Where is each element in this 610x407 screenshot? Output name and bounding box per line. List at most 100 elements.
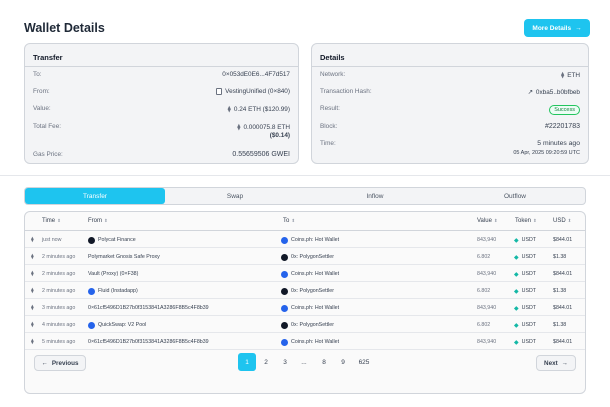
gas-label: Gas Price:	[33, 151, 63, 158]
col-time[interactable]: Time ⬍	[42, 218, 61, 224]
row-to[interactable]: 0x: PolygonSettler	[281, 287, 334, 295]
to-label: To:	[33, 71, 42, 78]
row-token[interactable]: ◆ USDT	[514, 305, 536, 312]
from-label: From:	[33, 88, 50, 95]
table-row[interactable]: ⧫ 2 minutes ago Fluid (Instadapp) 0x: Po…	[25, 283, 585, 299]
table-row[interactable]: ⧫ 2 minutes ago Polymarket Gnosis Safe P…	[25, 249, 585, 265]
page-3[interactable]: 3	[283, 358, 287, 366]
tab-inflow[interactable]: Inflow	[366, 192, 384, 200]
row-to[interactable]: Coins.ph: Hot Wallet	[281, 270, 339, 278]
fee-usd: ($0.14)	[269, 132, 290, 139]
table-row[interactable]: ⧫ 2 minutes ago Vault (Proxy) (0×F38) Co…	[25, 266, 585, 282]
page-8[interactable]: 8	[322, 358, 326, 366]
card-divider	[312, 66, 588, 67]
arrow-right-icon: →	[561, 359, 568, 367]
row-usd: $1.38	[553, 253, 567, 260]
coins-ph-icon	[281, 270, 288, 278]
row-from-label: QuickSwap: V2 Pool	[98, 322, 147, 328]
transfer-from-row: From: VestingUnified (0×840)	[33, 86, 290, 98]
result-label: Result:	[320, 105, 340, 112]
row-token-label: USDT	[521, 271, 537, 277]
row-time: just now	[42, 236, 62, 243]
row-to[interactable]: 0x: PolygonSettler	[281, 253, 334, 261]
value-wrap: ⧫ 0.24 ETH ($120.99)	[228, 105, 290, 114]
network-wrap: ⧫ ETH	[560, 71, 580, 80]
row-from[interactable]: 0×61cf5496D1B27b0f3153841A3286F8B5c4F8b3…	[88, 339, 209, 345]
previous-button[interactable]: ← Previous	[34, 355, 86, 371]
sort-icon: ⬍	[57, 218, 61, 223]
page-2[interactable]: 2	[264, 358, 268, 366]
eth-icon: ⧫	[31, 304, 34, 311]
to-value[interactable]: 0×053dE0E6...4F7d517	[222, 71, 290, 78]
from-value-link[interactable]: VestingUnified (0×840)	[216, 88, 290, 95]
row-to-label: Coins.ph: Hot Wallet	[291, 339, 340, 345]
transfer-value-row: Value: ⧫ 0.24 ETH ($120.99)	[33, 103, 290, 115]
row-from-label: Polycat Finance	[98, 237, 136, 243]
row-to[interactable]: Coins.ph: Hot Wallet	[281, 304, 339, 312]
tab-transfer[interactable]: Transfer	[25, 188, 165, 204]
eth-icon: ⧫	[560, 72, 565, 79]
table-row[interactable]: ⧫ 5 minutes ago 0×61cf5496D1B27b0f315384…	[25, 334, 585, 350]
row-from[interactable]: 0×61cf5496D1B27b0f3153841A3286F8B5c4F8b3…	[88, 305, 209, 311]
col-from[interactable]: From ⬍	[88, 218, 108, 224]
block-label: Block:	[320, 123, 338, 130]
page-9[interactable]: 9	[341, 358, 345, 366]
row-time: 5 minutes ago	[42, 338, 76, 345]
activity-tabs: Transfer Swap Inflow Outflow	[24, 187, 586, 205]
row-token[interactable]: ◆ USDT	[514, 322, 536, 329]
row-to[interactable]: 0x: PolygonSettler	[281, 321, 334, 329]
row-from[interactable]: Polymarket Gnosis Safe Proxy	[88, 254, 160, 260]
contract-icon	[216, 88, 223, 95]
eth-icon: ⧫	[31, 321, 34, 328]
row-from-label: Fluid (Instadapp)	[98, 288, 138, 294]
eth-icon: ⧫	[31, 338, 34, 345]
more-details-button[interactable]: More Details →	[524, 19, 590, 37]
row-to[interactable]: Coins.ph: Hot Wallet	[281, 338, 340, 346]
row-usd: $844.01	[553, 270, 573, 277]
row-from[interactable]: Vault (Proxy) (0×F38)	[88, 271, 138, 277]
next-button[interactable]: Next →	[536, 355, 576, 371]
eth-icon: ⧫	[31, 253, 34, 260]
row-from[interactable]: Polycat Finance	[88, 236, 136, 244]
row-token[interactable]: ◆ USDT	[514, 271, 536, 278]
col-to[interactable]: To ⬍	[283, 218, 295, 224]
col-token[interactable]: Token ⬍	[515, 218, 537, 224]
row-token[interactable]: ◆ USDT	[514, 237, 536, 244]
value-label: Value:	[33, 105, 51, 112]
hash-link[interactable]: ↗ 0xba5..b0bfbeb	[528, 88, 580, 97]
col-value[interactable]: Value ⬍	[477, 218, 498, 224]
row-to-label: 0x: PolygonSettler	[291, 254, 334, 260]
table-row[interactable]: ⧫ 4 minutes ago QuickSwap: V2 Pool 0x: P…	[25, 317, 585, 333]
table-row[interactable]: ⧫ 3 minutes ago 0×61cf5496D1B27b0f315384…	[25, 300, 585, 316]
row-token[interactable]: ◆ USDT	[514, 339, 536, 346]
row-token[interactable]: ◆ USDT	[514, 288, 536, 295]
arrow-left-icon: ←	[41, 359, 48, 367]
usdt-icon: ◆	[514, 322, 519, 329]
row-usd: $1.38	[553, 321, 567, 328]
col-usd[interactable]: USD ⬍	[553, 218, 571, 224]
row-token-label: USDT	[521, 288, 537, 294]
row-token[interactable]: ◆ USDT	[514, 254, 536, 261]
tab-outflow[interactable]: Outflow	[503, 192, 527, 200]
row-token-label: USDT	[521, 322, 537, 328]
time-label: Time:	[320, 140, 336, 147]
col-usd-label: USD	[553, 218, 566, 224]
row-value: 843,940	[477, 338, 497, 345]
row-time: 2 minutes ago	[42, 270, 76, 277]
page-625[interactable]: 625	[358, 358, 370, 366]
arrow-right-icon: →	[575, 24, 582, 32]
row-to[interactable]: Coins.ph: Hot Wallet	[281, 236, 339, 244]
row-from[interactable]: Fluid (Instadapp)	[88, 287, 138, 295]
sort-icon: ⬍	[493, 218, 498, 223]
quickswap-icon	[88, 321, 95, 329]
table-row[interactable]: ⧫ just now Polycat Finance Coins.ph: Hot…	[25, 232, 585, 248]
transfers-table: Time ⬍ From ⬍ To ⬍ Value ⬍ Token ⬍ USD ⬍ ⧫ jus…	[24, 211, 586, 394]
row-from[interactable]: QuickSwap: V2 Pool	[88, 321, 147, 329]
page-ellipsis: ...	[301, 358, 307, 366]
page-header: Wallet Details More Details →	[24, 18, 590, 40]
block-value[interactable]: #22201783	[544, 123, 580, 130]
row-to-label: 0x: PolygonSettler	[291, 322, 334, 328]
eth-icon: ⧫	[237, 124, 241, 131]
page-1[interactable]: 1	[238, 353, 256, 371]
tab-swap[interactable]: Swap	[226, 192, 244, 200]
